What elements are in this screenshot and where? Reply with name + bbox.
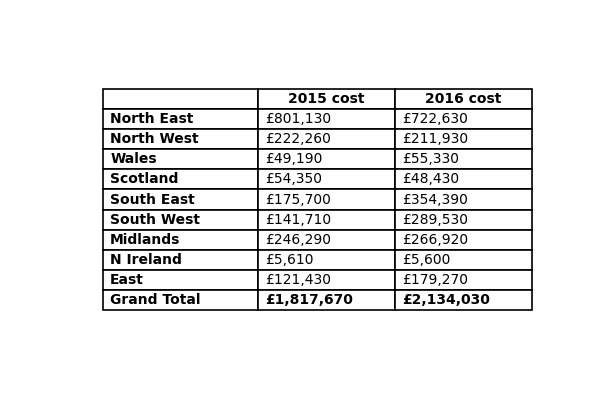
Bar [258, 89, 395, 109]
Bar [395, 209, 532, 230]
Text: £246,290: £246,290 [264, 233, 331, 247]
Text: £121,430: £121,430 [264, 273, 331, 287]
Bar [395, 109, 532, 129]
Bar [103, 290, 258, 310]
Bar [103, 270, 258, 290]
Bar [395, 249, 532, 270]
Text: Grand Total: Grand Total [110, 293, 200, 307]
Bar [395, 230, 532, 249]
Bar [103, 150, 258, 169]
Bar [103, 230, 258, 249]
Bar [395, 150, 532, 169]
Text: £1,817,670: £1,817,670 [264, 293, 352, 307]
Text: South West: South West [110, 213, 200, 227]
Bar [103, 129, 258, 150]
Text: 2015 cost: 2015 cost [288, 93, 365, 106]
Text: £179,270: £179,270 [402, 273, 468, 287]
Bar [103, 109, 258, 129]
Bar [395, 129, 532, 150]
Bar [258, 290, 395, 310]
Text: South East: South East [110, 192, 195, 206]
Bar [258, 109, 395, 129]
Text: Wales: Wales [110, 152, 157, 166]
Text: £354,390: £354,390 [402, 192, 468, 206]
Text: £211,930: £211,930 [402, 133, 468, 146]
Bar [103, 249, 258, 270]
Bar [103, 190, 258, 209]
Bar [395, 190, 532, 209]
Text: £801,130: £801,130 [264, 112, 331, 126]
Bar [258, 249, 395, 270]
Text: £2,134,030: £2,134,030 [402, 293, 490, 307]
Text: £49,190: £49,190 [264, 152, 322, 166]
Text: Midlands: Midlands [110, 233, 181, 247]
Text: North West: North West [110, 133, 199, 146]
Text: East: East [110, 273, 144, 287]
Text: £5,610: £5,610 [264, 253, 313, 267]
Bar [103, 169, 258, 190]
Text: £266,920: £266,920 [402, 233, 468, 247]
Text: £722,630: £722,630 [402, 112, 468, 126]
Bar [395, 270, 532, 290]
Text: £54,350: £54,350 [264, 173, 322, 186]
Bar [258, 230, 395, 249]
Bar [395, 290, 532, 310]
Text: £141,710: £141,710 [264, 213, 331, 227]
Text: £5,600: £5,600 [402, 253, 450, 267]
Bar [395, 89, 532, 109]
Bar [258, 150, 395, 169]
Text: £222,260: £222,260 [264, 133, 330, 146]
Bar [258, 270, 395, 290]
Text: £175,700: £175,700 [264, 192, 330, 206]
Bar [258, 190, 395, 209]
Bar [258, 129, 395, 150]
Bar [258, 169, 395, 190]
Bar [395, 169, 532, 190]
Text: £55,330: £55,330 [402, 152, 459, 166]
Text: £48,430: £48,430 [402, 173, 459, 186]
Text: North East: North East [110, 112, 194, 126]
Bar [103, 89, 258, 109]
Text: 2016 cost: 2016 cost [425, 93, 502, 106]
Text: Scotland: Scotland [110, 173, 178, 186]
Text: N Ireland: N Ireland [110, 253, 182, 267]
Bar [258, 209, 395, 230]
Text: £289,530: £289,530 [402, 213, 468, 227]
Bar [103, 209, 258, 230]
